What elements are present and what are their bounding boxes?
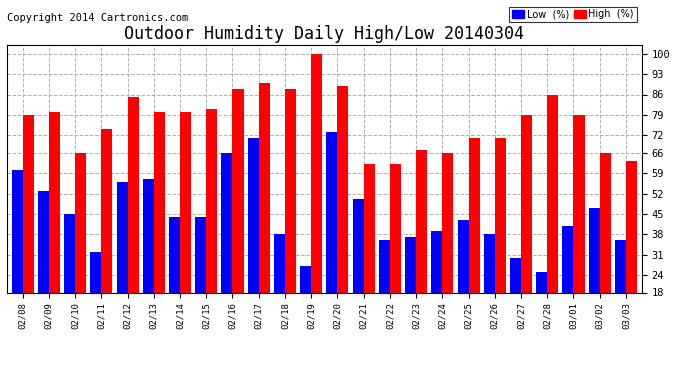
Bar [221,153,233,345]
Bar [364,164,375,345]
Bar [510,258,521,345]
Text: Copyright 2014 Cartronics.com: Copyright 2014 Cartronics.com [7,13,188,23]
Bar [431,231,442,345]
Bar [64,214,75,345]
Bar [128,98,139,345]
Bar [195,217,206,345]
Bar [259,83,270,345]
Bar [90,252,101,345]
Bar [536,272,547,345]
Bar [75,153,86,345]
Bar [484,234,495,345]
Bar [547,94,558,345]
Bar [233,88,244,345]
Bar [154,112,165,345]
Bar [180,112,191,345]
Bar [101,129,112,345]
Bar [326,132,337,345]
Bar [23,115,34,345]
Bar [405,237,416,345]
Bar [521,115,532,345]
Bar [206,109,217,345]
Bar [49,112,60,345]
Bar [390,164,401,345]
Bar [600,153,611,345]
Bar [143,179,154,345]
Bar [285,88,296,345]
Bar [353,200,364,345]
Bar [495,138,506,345]
Bar [248,138,259,345]
Bar [562,225,573,345]
Bar [12,170,23,345]
Bar [337,86,348,345]
Bar [416,150,427,345]
Bar [469,138,480,345]
Bar [311,54,322,345]
Bar [573,115,584,345]
Bar [300,266,311,345]
Bar [615,240,626,345]
Legend: Low  (%), High  (%): Low (%), High (%) [509,6,637,22]
Bar [117,182,128,345]
Bar [442,153,453,345]
Bar [626,162,637,345]
Bar [457,220,469,345]
Bar [274,234,285,345]
Bar [379,240,390,345]
Title: Outdoor Humidity Daily High/Low 20140304: Outdoor Humidity Daily High/Low 20140304 [124,26,524,44]
Bar [169,217,180,345]
Bar [38,190,49,345]
Bar [589,208,600,345]
